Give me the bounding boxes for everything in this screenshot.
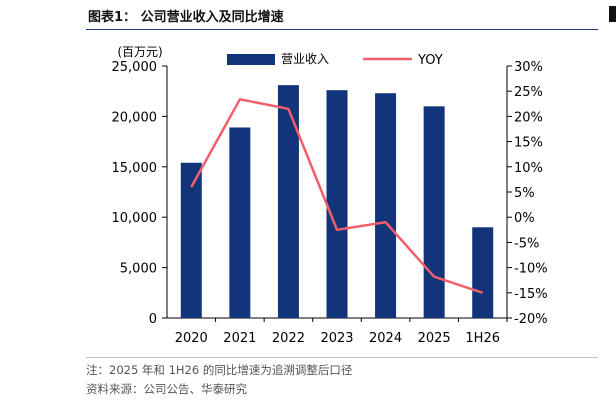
right-axis-tick-label: -15%: [514, 287, 548, 302]
right-axis-tick-label: 20%: [514, 110, 543, 125]
revenue-bar: [277, 85, 299, 318]
revenue-bar: [229, 127, 251, 318]
right-axis-tick-label: -20%: [514, 312, 548, 327]
revenue-bar: [180, 162, 202, 318]
left-axis-tick-label: 20,000: [112, 110, 158, 125]
left-axis-tick-label: 10,000: [112, 211, 158, 226]
plot-area: 0 5,000 10,000 15,000 20,000 25,000 -20% -15% -1…: [112, 60, 548, 346]
legend-bar-swatch: [227, 54, 275, 65]
legend-bar-label: 营业收入: [281, 52, 329, 66]
title-divider: [86, 29, 598, 30]
x-axis-tick-label: 2023: [320, 331, 353, 346]
revenue-bar: [375, 93, 397, 318]
revenue-bar: [423, 106, 445, 318]
right-axis-tick-label: -10%: [514, 262, 548, 277]
legend-line-label: YOY: [417, 53, 443, 68]
x-axis-tick-label: 2025: [418, 331, 451, 346]
revenue-bar: [326, 90, 348, 318]
x-axis-tick-label: 2020: [175, 331, 208, 346]
x-axis-tick-label: 1H26: [465, 331, 500, 346]
right-axis-tick-label: 25%: [514, 85, 543, 100]
left-axis-tick-label: 0: [149, 312, 157, 327]
left-axis-tick-label: 15,000: [112, 161, 158, 176]
bottom-divider: [86, 357, 598, 358]
right-axis-tick-label: -5%: [514, 236, 539, 251]
x-axis-tick-label: 2024: [369, 331, 402, 346]
revenue-bar: [472, 227, 494, 318]
x-axis-tick-label: 2021: [223, 331, 256, 346]
left-axis-tick-label: 25,000: [112, 60, 158, 75]
figure-source: 资料来源：公司公告、华泰研究: [86, 382, 247, 396]
right-axis-tick-label: 30%: [514, 60, 543, 75]
x-axis-tick-label: 2022: [272, 331, 305, 346]
adjacent-page-edge: [609, 6, 616, 22]
right-axis-tick-label: 15%: [514, 136, 543, 151]
right-axis-tick-label: 5%: [514, 186, 535, 201]
figure-note: 注：2025 年和 1H26 的同比增速为追溯调整后口径: [86, 363, 353, 377]
right-axis-tick-label: 0%: [514, 211, 535, 226]
legend: 营业收入 YOY: [227, 52, 443, 68]
left-axis-tick-label: 5,000: [120, 262, 157, 277]
left-axis-unit-label: (百万元): [117, 45, 162, 59]
figure-title: 图表1： 公司营业收入及同比增速: [88, 10, 284, 25]
right-axis-tick-label: 10%: [514, 161, 543, 176]
yoy-line: [190, 98, 484, 294]
